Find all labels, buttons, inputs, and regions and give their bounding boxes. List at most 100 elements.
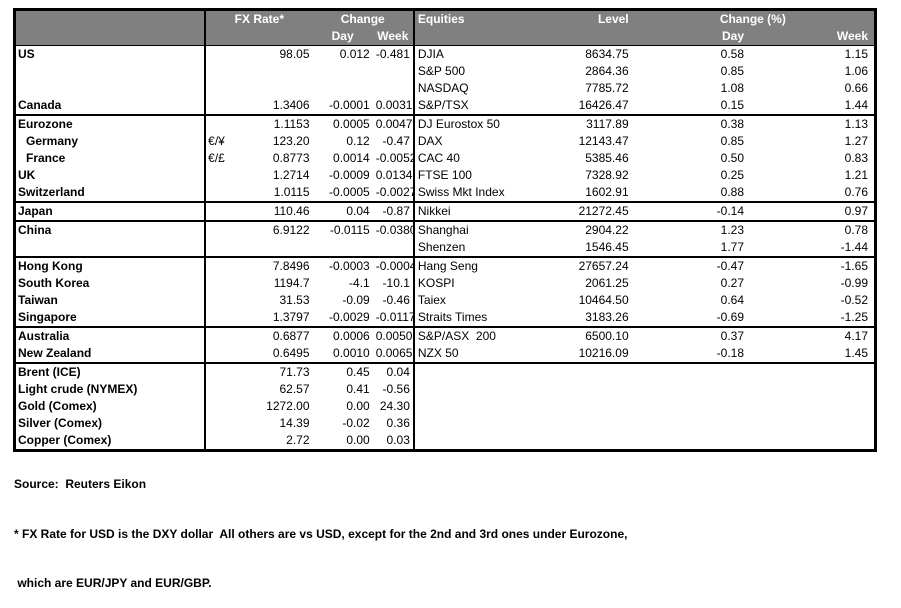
fx-rate-cell: 1.1153 — [273, 117, 310, 131]
table-row: Canada 1.3406 -0.0001 0.0031 S&P/TSX 16426.47… — [14, 97, 876, 116]
eq-name-cell: S&P 500 — [412, 63, 529, 80]
fx-name-cell: Australia — [18, 329, 70, 343]
table-row: Shenzen 1546.45 1.77 -1.44 — [14, 239, 876, 258]
fx-name-cell: US — [18, 47, 35, 61]
eq-level-cell: 6500.10 — [585, 329, 629, 343]
eq-name-cell — [412, 432, 529, 451]
fx-rate-cell: 14.39 — [279, 416, 310, 430]
eq-week-cell: 0.66 — [844, 81, 868, 95]
eq-name-cell: DAX — [412, 133, 529, 150]
source-line: Source: Reuters Eikon — [14, 477, 147, 491]
eq-day-cell: 0.58 — [720, 47, 745, 61]
fx-pair-cell — [204, 292, 243, 309]
fx-week-cell: -0.481 — [375, 47, 410, 61]
fx-name-cell: Germany — [26, 134, 79, 148]
eq-week-cell: -0.99 — [840, 276, 868, 290]
fx-rate-cell: 123.20 — [272, 134, 310, 148]
fx-day-cell: 0.45 — [346, 365, 370, 379]
eq-day-cell: 0.25 — [720, 168, 745, 182]
fx-rate-cell: 1.3406 — [242, 97, 313, 116]
eq-level-cell: 7328.92 — [585, 168, 629, 182]
fx-day-cell: 0.0010 — [312, 345, 373, 364]
fx-week-cell: -0.87 — [372, 202, 414, 222]
fx-rate-cell: 7.8496 — [272, 259, 310, 273]
equities-header: Equities — [412, 9, 529, 28]
fx-name-cell — [15, 80, 206, 97]
fx-name-cell: Gold (Comex) — [18, 399, 97, 413]
fx-rate-cell: 2.72 — [286, 433, 310, 447]
eq-level-cell — [528, 415, 631, 432]
table-row: Hong Kong 7.8496 -0.0003 -0.0004 Hang Seng 27… — [15, 257, 876, 275]
fx-week-cell: -0.47 — [382, 134, 410, 148]
fx-week-cell: 0.0065 — [372, 345, 414, 364]
fx-pair-cell — [204, 202, 243, 222]
empty-header-cell — [412, 28, 529, 46]
eq-level-cell: 10464.50 — [578, 293, 629, 307]
eq-day-cell: 0.85 — [720, 64, 745, 78]
eq-level-cell: 12143.47 — [578, 134, 629, 148]
eq-name-cell — [412, 415, 529, 432]
eq-level-cell — [528, 381, 631, 398]
fx-rate-cell: 1.3797 — [242, 309, 313, 328]
table-row: Germany €/¥ 123.20 0.12 -0.47 DAX 12143.47 0.85… — [15, 133, 876, 150]
fx-day-cell — [312, 239, 373, 258]
eq-day-cell: 0.38 — [720, 117, 745, 131]
eq-level-cell: 10216.09 — [528, 345, 632, 364]
table-row: UK 1.2714 -0.0009 0.0134 FTSE 100 7328.92 0.25… — [15, 167, 876, 184]
eq-level-cell: 21272.45 — [528, 202, 632, 222]
fx-day-cell: 0.0006 — [333, 329, 370, 343]
fx-rate-cell: 110.46 — [242, 202, 313, 222]
table-row: Brent (ICE) 71.73 0.45 0.04 — [15, 363, 876, 381]
fx-rate-cell: 0.8773 — [272, 151, 310, 165]
table-row: S&P 500 2864.36 0.85 1.06 — [15, 63, 876, 80]
fx-week-cell — [373, 63, 414, 80]
fx-pair-cell — [204, 239, 243, 258]
eq-week-cell: 1.06 — [844, 64, 868, 78]
eq-week-cell: 0.83 — [844, 151, 868, 165]
fx-name-cell: China — [18, 223, 52, 237]
fx-rate-cell: 98.05 — [279, 47, 310, 61]
table-row: NASDAQ 7785.72 1.08 0.66 — [15, 80, 876, 97]
eq-level-cell: 2864.36 — [585, 64, 629, 78]
eq-week-cell: 1.15 — [844, 47, 868, 61]
eq-day-cell: -0.69 — [631, 309, 748, 328]
fx-day-cell: -0.0029 — [312, 309, 373, 328]
fx-day-cell: 0.00 — [346, 399, 370, 413]
eq-week-cell — [747, 398, 875, 415]
eq-day-cell: 0.27 — [720, 276, 745, 290]
fx-equities-table: FX Rate* Change Equities Level Change (%… — [13, 8, 877, 452]
eq-name-cell: Shanghai — [412, 221, 529, 239]
eq-level-cell: 5385.46 — [585, 151, 629, 165]
empty-header-cell — [528, 28, 632, 46]
eq-name-cell — [412, 381, 529, 398]
fx-rate-cell: 62.57 — [279, 382, 310, 396]
eq-level-cell — [528, 363, 631, 381]
fx-name-cell: Singapore — [14, 309, 206, 328]
eq-level-cell — [528, 398, 631, 415]
eq-name-cell: NZX 50 — [412, 345, 529, 364]
fx-week-cell — [372, 239, 414, 258]
eq-name-cell: DJIA — [412, 45, 529, 63]
fx-rate-cell — [242, 63, 312, 80]
eq-name-cell: Shenzen — [412, 239, 529, 258]
fx-week-cell: -0.0380 — [375, 223, 414, 237]
eq-day-cell: 0.88 — [631, 184, 748, 203]
eq-week-cell — [747, 381, 875, 398]
table-row: China 6.9122 -0.0115 -0.0380 Shanghai 2904.22… — [15, 221, 876, 239]
fx-name-cell: Taiwan — [18, 293, 58, 307]
eq-week-cell — [747, 415, 875, 432]
eq-name-cell: DJ Eurostox 50 — [412, 115, 529, 133]
footnote-line-1: * FX Rate for USD is the DXY dollar All … — [14, 526, 628, 541]
table-row: Light crude (NYMEX) 62.57 0.41 -0.56 — [15, 381, 876, 398]
table-row: Switzerland 1.0115 -0.0005 -0.0027 Swiss Mkt… — [14, 184, 876, 203]
table-row: Taiwan 31.53 -0.09 -0.46 Taiex 10464.50 0.64 -0… — [15, 292, 876, 309]
eq-day-cell: -0.14 — [631, 202, 748, 222]
table-header: FX Rate* Change Equities Level Change (%… — [14, 9, 876, 46]
fx-day-cell — [313, 63, 373, 80]
fx-pair-cell — [204, 432, 243, 451]
fx-day-header: Day — [312, 28, 373, 46]
fx-rate-cell: 0.6877 — [272, 329, 310, 343]
eq-day-cell: 0.15 — [631, 97, 748, 116]
table-row: Japan 110.46 0.04 -0.87 Nikkei 21272.45 -0.14 0… — [14, 202, 876, 222]
fx-name-cell: South Korea — [18, 276, 90, 290]
